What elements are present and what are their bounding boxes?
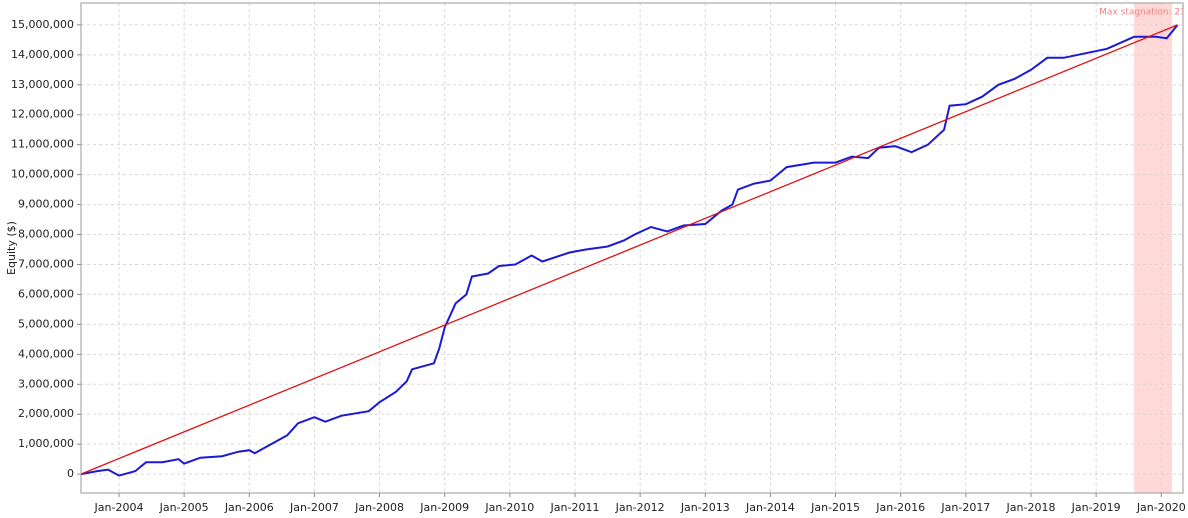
series-line xyxy=(81,24,1178,475)
stagnation-band xyxy=(1134,3,1173,493)
y-tick-label: 14,000,000 xyxy=(11,48,74,61)
stagnation-label: Max stagnation: 23- xyxy=(1099,8,1188,18)
x-tick-label: Jan-2020 xyxy=(1136,501,1186,514)
x-tick-label: Jan-2016 xyxy=(875,501,925,514)
y-tick-label: 4,000,000 xyxy=(18,347,74,360)
y-tick-label: 2,000,000 xyxy=(18,407,74,420)
y-tick-label: 8,000,000 xyxy=(18,228,74,241)
y-tick-label: 3,000,000 xyxy=(18,377,74,390)
x-tick-label: Jan-2004 xyxy=(94,501,144,514)
y-tick-label: 13,000,000 xyxy=(11,78,74,91)
y-tick-label: 11,000,000 xyxy=(11,138,74,151)
x-tick-label: Jan-2008 xyxy=(354,501,404,514)
annotation-group: Max stagnation: 23- xyxy=(1099,8,1188,18)
x-tick-label: Jan-2009 xyxy=(419,501,469,514)
x-tick-label: Jan-2012 xyxy=(615,501,665,514)
x-tick-label: Jan-2015 xyxy=(810,501,860,514)
y-tick-label: 1,000,000 xyxy=(18,437,74,450)
x-tick-label: Jan-2011 xyxy=(550,501,600,514)
y-tick-label: 5,000,000 xyxy=(18,317,74,330)
x-tick-label: Jan-2005 xyxy=(159,501,209,514)
x-tick-label: Jan-2018 xyxy=(1006,501,1056,514)
y-tick-label: 9,000,000 xyxy=(18,198,74,211)
x-tick-label: Jan-2010 xyxy=(484,501,534,514)
y-tick-label: 0 xyxy=(67,467,74,480)
y-axis-label: Equity ($) xyxy=(5,221,18,275)
series-line xyxy=(81,24,1179,477)
x-tick-label: Jan-2013 xyxy=(680,501,730,514)
x-tick-label: Jan-2017 xyxy=(940,501,990,514)
plot-border xyxy=(80,2,1184,494)
x-tick-label: Jan-2014 xyxy=(745,501,795,514)
y-tick-label: 6,000,000 xyxy=(18,287,74,300)
x-tick-label: Jan-2006 xyxy=(224,501,274,514)
y-tick-label: 10,000,000 xyxy=(11,168,74,181)
x-tick-label: Jan-2007 xyxy=(289,501,339,514)
y-tick-label: 15,000,000 xyxy=(11,18,74,31)
x-tick-label: Jan-2019 xyxy=(1071,501,1121,514)
y-tick-label: 12,000,000 xyxy=(11,108,74,121)
y-tick-label: 7,000,000 xyxy=(18,257,74,270)
